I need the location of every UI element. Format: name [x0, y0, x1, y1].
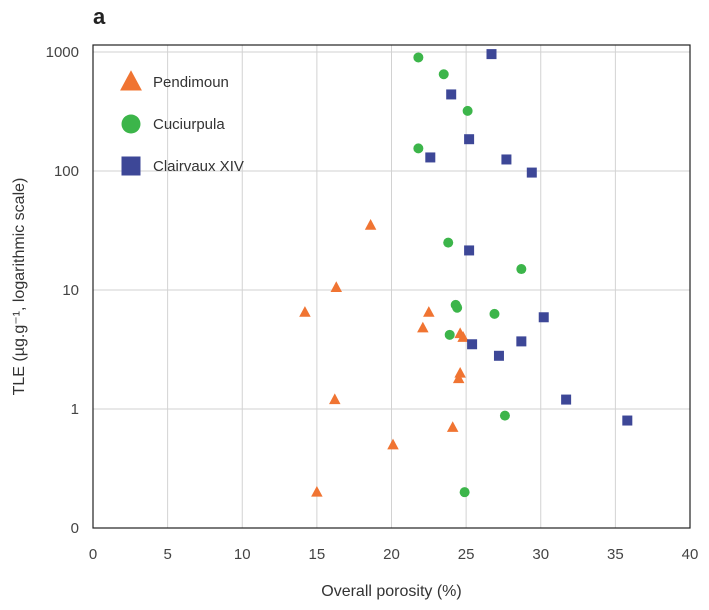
- cuciurpula-point: [462, 105, 473, 116]
- x-tick-label: 30: [532, 546, 549, 563]
- pendimoun-point: [457, 331, 469, 342]
- pendimoun-point: [446, 421, 459, 432]
- x-tick-label: 40: [682, 546, 699, 563]
- clairvaux-xiv-point: [501, 154, 512, 165]
- cuciurpula-point: [499, 410, 510, 421]
- cuciurpula-point: [413, 52, 424, 63]
- clairvaux-xiv-point: [464, 245, 475, 256]
- legend: Pendimoun Cuciurpula Clairvaux XIV: [120, 70, 244, 176]
- y-tick-label: 100: [54, 163, 79, 180]
- x-tick-label: 5: [163, 546, 171, 563]
- legend-label-clairvaux-xiv: Clairvaux XIV: [153, 158, 244, 175]
- legend-marker-clairvaux-xiv: [121, 156, 141, 176]
- x-tick-label: 0: [89, 546, 97, 563]
- pendimoun-point: [311, 485, 323, 497]
- cuciurpula-point: [489, 308, 500, 319]
- pendimoun-point: [330, 281, 343, 292]
- clairvaux-xiv-point: [622, 415, 633, 426]
- y-tick-label: 10: [62, 282, 79, 299]
- pendimoun-point: [299, 306, 311, 317]
- y-tick-label: 1: [71, 401, 79, 418]
- legend-label-cuciurpula: Cuciurpula: [153, 116, 225, 133]
- clairvaux-xiv-point: [464, 134, 475, 145]
- clairvaux-xiv-point: [516, 336, 527, 347]
- pendimoun-point: [329, 393, 341, 405]
- cuciurpula-point: [452, 302, 463, 313]
- data-points: [299, 49, 633, 498]
- plot-frame: [92, 44, 691, 529]
- cuciurpula-point: [459, 487, 470, 498]
- legend-label-pendimoun: Pendimoun: [153, 74, 229, 91]
- cuciurpula-point: [444, 329, 455, 340]
- clairvaux-xiv-point: [425, 152, 436, 163]
- clairvaux-xiv-point: [526, 167, 537, 178]
- pendimoun-point: [423, 306, 435, 317]
- pendimoun-point: [417, 321, 429, 333]
- y-tick-label: 0: [71, 520, 79, 537]
- clairvaux-xiv-point: [493, 350, 504, 361]
- cuciurpula-point: [438, 69, 449, 80]
- legend-marker-pendimoun: [120, 70, 142, 91]
- cuciurpula-point: [443, 237, 454, 248]
- pendimoun-point: [364, 219, 377, 230]
- x-tick-label: 25: [458, 546, 475, 563]
- x-tick-label: 35: [607, 546, 624, 563]
- cuciurpula-point: [516, 264, 527, 275]
- clairvaux-xiv-point: [538, 312, 549, 323]
- cuciurpula-point: [413, 143, 424, 154]
- x-tick-label: 15: [309, 546, 326, 563]
- legend-marker-cuciurpula: [121, 114, 141, 134]
- pendimoun-point: [452, 372, 465, 384]
- y-tick-label: 1000: [46, 44, 79, 61]
- clairvaux-xiv-point: [486, 49, 497, 60]
- clairvaux-xiv-point: [446, 89, 457, 100]
- x-tick-label: 10: [234, 546, 251, 563]
- x-tick-label: 20: [383, 546, 400, 563]
- pendimoun-point: [387, 438, 399, 450]
- x-axis-label: Overall porosity (%): [321, 583, 461, 600]
- y-axis-label: TLE (µg.g⁻¹, logarithmic scale): [11, 178, 28, 396]
- clairvaux-xiv-point: [561, 394, 572, 405]
- clairvaux-xiv-point: [467, 339, 478, 350]
- panel-label: a: [93, 4, 106, 29]
